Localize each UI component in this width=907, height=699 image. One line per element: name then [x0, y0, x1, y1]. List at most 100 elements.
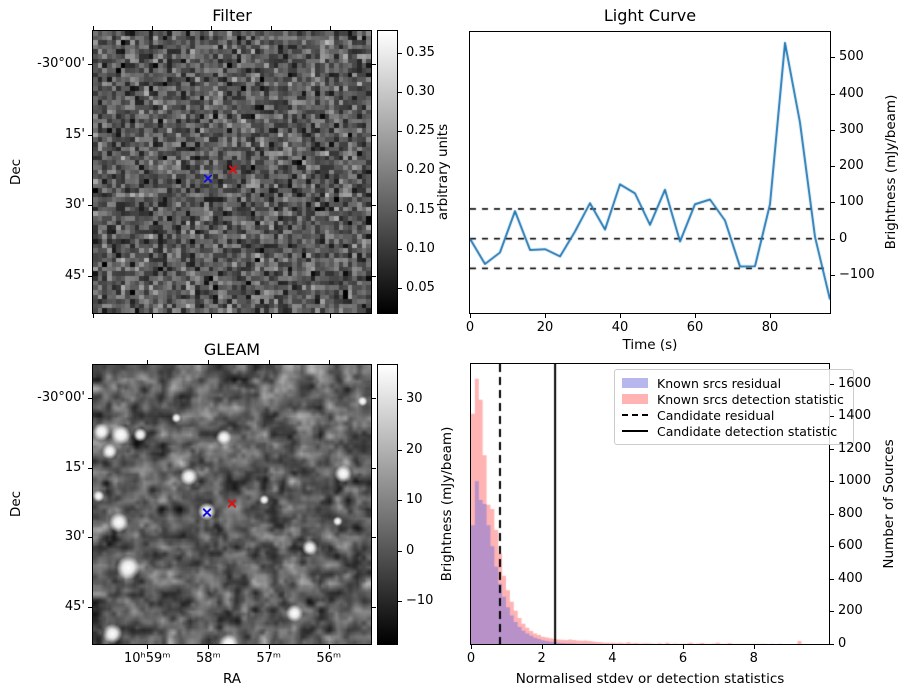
- tick-mark: [830, 611, 834, 613]
- light-curve-canvas: [470, 32, 830, 313]
- tick-mark: [831, 57, 835, 59]
- tick-mark: [372, 537, 376, 539]
- tick-mark: [695, 314, 696, 318]
- tick-label: 0.30: [406, 84, 435, 100]
- tick-mark: [830, 416, 834, 418]
- light-curve-xlabel: Time (s): [622, 337, 678, 353]
- tick-label: 8: [749, 651, 758, 666]
- tick-mark: [612, 645, 614, 649]
- legend-item-candidate-residual: Candidate residual: [622, 407, 844, 423]
- tick-label: 0: [465, 320, 475, 335]
- filter-ylabel: Dec: [8, 158, 24, 186]
- tick-mark: [398, 601, 402, 603]
- tick-label: 400: [838, 570, 863, 586]
- tick-label: 200: [839, 158, 864, 174]
- tick-mark: [545, 314, 546, 318]
- tick-mark: [830, 578, 834, 580]
- tick-mark: [329, 314, 331, 318]
- blue-x-marker: [203, 173, 214, 184]
- tick-label: 0.15: [406, 201, 435, 217]
- tick-label: 15': [64, 126, 85, 142]
- tick-mark: [372, 134, 376, 136]
- tick-mark: [152, 26, 154, 30]
- light-curve-ylabel: Brightness (mJy/beam): [883, 94, 899, 250]
- tick-mark: [152, 314, 154, 318]
- tick-mark: [398, 449, 402, 451]
- legend-item-known-srcs-detection: Known srcs detection statistic: [622, 391, 844, 407]
- tick-mark: [372, 607, 376, 609]
- legend-solid-line-icon: [622, 430, 648, 432]
- gleam-ylabel: Dec: [8, 490, 24, 518]
- tick-label: 20: [406, 441, 423, 457]
- tick-mark: [398, 170, 402, 172]
- legend-swatch-residual: [622, 378, 648, 388]
- gleam-xlabel: RA: [222, 671, 242, 687]
- tick-mark: [372, 467, 376, 469]
- tick-label: 10ʰ59ᵐ: [123, 651, 171, 666]
- gleam-colorbar: [377, 364, 398, 645]
- tick-label: 57ᵐ: [256, 651, 282, 666]
- tick-mark: [398, 550, 402, 552]
- tick-mark: [831, 238, 835, 240]
- tick-mark: [830, 448, 834, 450]
- tick-mark: [270, 314, 272, 318]
- tick-label: 1200: [838, 440, 872, 456]
- tick-mark: [398, 287, 402, 289]
- tick-mark: [398, 131, 402, 133]
- tick-mark: [471, 645, 472, 649]
- legend-dashed-line-icon: [622, 414, 648, 416]
- tick-mark: [398, 209, 402, 211]
- tick-mark: [328, 645, 330, 649]
- tick-label: 1400: [838, 408, 872, 424]
- tick-label: 1600: [838, 375, 872, 391]
- tick-mark: [831, 166, 835, 168]
- tick-mark: [541, 645, 543, 649]
- tick-mark: [470, 314, 471, 318]
- tick-mark: [398, 248, 402, 250]
- tick-label: 0.25: [406, 123, 435, 139]
- tick-mark: [830, 644, 834, 645]
- tick-label: 0: [838, 636, 847, 651]
- tick-label: 1000: [838, 473, 872, 489]
- tick-mark: [620, 314, 621, 318]
- tick-label: 0: [466, 651, 476, 666]
- tick-mark: [88, 134, 92, 136]
- tick-label: 10: [406, 492, 423, 508]
- tick-label: 0: [406, 542, 415, 558]
- tick-mark: [270, 26, 272, 30]
- tick-mark: [93, 26, 94, 30]
- tick-mark: [372, 205, 376, 207]
- tick-label: 80: [761, 320, 779, 335]
- tick-label: 600: [838, 538, 863, 554]
- tick-label: 58ᵐ: [196, 651, 221, 666]
- tick-mark: [211, 314, 213, 318]
- filter-image-canvas: [93, 31, 371, 313]
- legend-item-known-srcs-residual: Known srcs residual: [622, 375, 844, 391]
- light-curve-panel: [469, 31, 831, 314]
- tick-label: 0: [839, 230, 848, 246]
- gleam-colorbar-label: Brightness (mJy/beam): [439, 426, 455, 582]
- light-curve-title: Light Curve: [603, 6, 697, 25]
- tick-mark: [88, 275, 92, 277]
- tick-label: 45': [64, 267, 85, 283]
- tick-mark: [88, 397, 92, 399]
- tick-label: −100: [839, 266, 875, 282]
- tick-mark: [268, 645, 270, 649]
- tick-mark: [398, 52, 402, 54]
- tick-mark: [372, 397, 376, 399]
- tick-mark: [398, 399, 402, 401]
- tick-mark: [830, 546, 834, 548]
- tick-label: 0.05: [406, 279, 435, 295]
- tick-label: -30°00': [37, 56, 85, 72]
- tick-mark: [398, 500, 402, 502]
- tick-mark: [830, 481, 834, 483]
- tick-label: 300: [839, 121, 864, 137]
- tick-mark: [268, 360, 270, 364]
- tick-mark: [831, 202, 835, 204]
- tick-mark: [831, 129, 835, 131]
- filter-title: Filter: [212, 6, 252, 25]
- tick-label: 0.10: [406, 240, 435, 256]
- tick-label: 0.20: [406, 162, 435, 178]
- tick-label: 6: [678, 651, 688, 666]
